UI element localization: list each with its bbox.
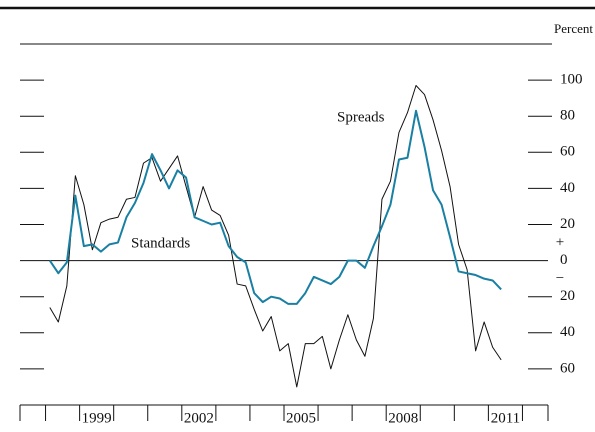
x-tick-label: 2005 bbox=[286, 410, 316, 426]
minus-sign: − bbox=[556, 270, 564, 286]
x-tick-label: 2002 bbox=[184, 410, 214, 426]
plus-sign: + bbox=[556, 234, 564, 250]
y-tick-label: 20 bbox=[560, 216, 575, 232]
x-tick-label: 2008 bbox=[388, 410, 418, 426]
y-tick-label: 0 bbox=[560, 252, 568, 268]
y-tick-label: 60 bbox=[560, 360, 575, 376]
y-tick-label: 60 bbox=[560, 144, 575, 160]
x-tick-label: 1999 bbox=[82, 410, 112, 426]
series-line bbox=[49, 85, 502, 388]
series-label: Standards bbox=[131, 235, 190, 251]
y-tick-label: 40 bbox=[560, 180, 575, 196]
series-line bbox=[48, 109, 502, 305]
y-tick-label: 80 bbox=[560, 108, 575, 124]
unit-label: Percent bbox=[554, 21, 593, 36]
y-tick-label: 20 bbox=[560, 288, 575, 304]
series-label: Spreads bbox=[337, 109, 385, 125]
y-tick-label: 100 bbox=[560, 72, 583, 88]
y-tick-label: 40 bbox=[560, 324, 575, 340]
x-tick-label: 2011 bbox=[491, 410, 520, 426]
